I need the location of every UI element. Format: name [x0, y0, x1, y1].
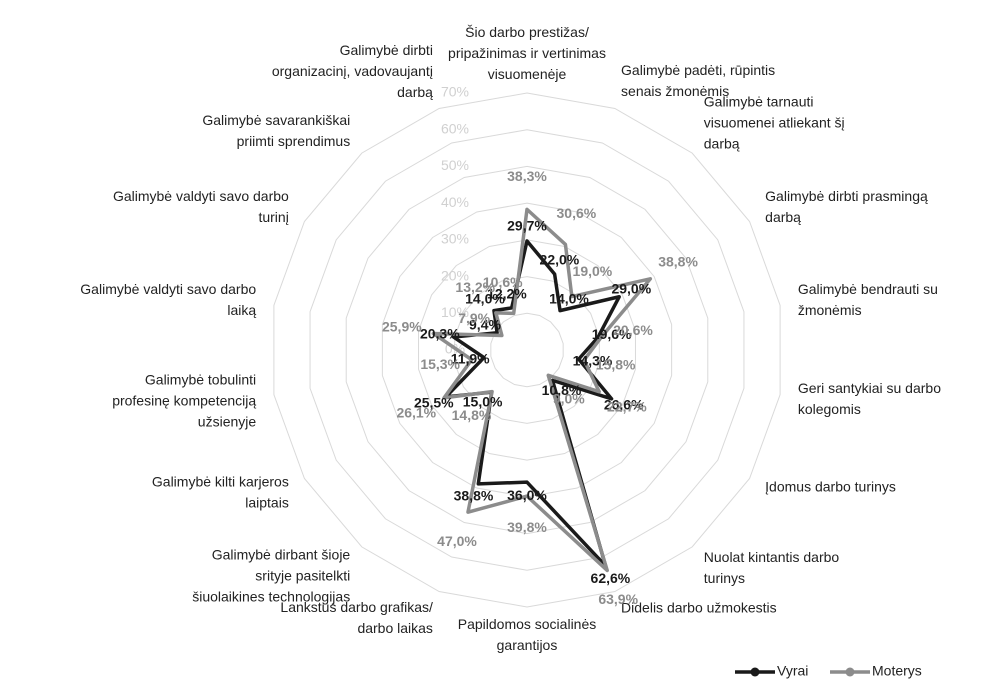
tick-label: 20% — [441, 267, 469, 283]
category-label: Geri santykiai su darbo kolegomis — [798, 380, 941, 417]
data-label: 62,6% — [591, 570, 631, 586]
tick-label: 50% — [441, 157, 469, 173]
grid-ring — [418, 239, 636, 461]
data-label: 15,3% — [420, 356, 460, 372]
data-label: 20,6% — [613, 322, 653, 338]
tick-label: 70% — [441, 84, 469, 100]
category-label: Galimybė tarnauti visuomenei atliekant šį… — [704, 93, 845, 151]
data-label: 14,0% — [465, 291, 505, 307]
category-label: Šio darbo prestižas/pripažinimas ir vert… — [448, 24, 606, 82]
data-label: 13,2% — [455, 279, 495, 295]
data-label: 22,0% — [540, 252, 580, 268]
data-label: 14,0% — [549, 291, 589, 307]
series-line — [431, 207, 653, 573]
data-label: 38,8% — [658, 253, 698, 269]
legend-label: Moterys — [872, 663, 922, 679]
data-label: 15,8% — [596, 356, 636, 372]
data-label: 10,6% — [483, 274, 523, 290]
tick-label: 60% — [441, 120, 469, 136]
legend-label: Vyrai — [777, 663, 808, 679]
category-label: Galimybė padėti, rūpintis senais žmonėmis — [621, 62, 775, 99]
category-label: Galimybė bendrauti su žmonėmis — [798, 281, 938, 318]
category-label: Nuolat kintantis darbo turinys — [704, 549, 840, 586]
data-label: 19,6% — [592, 326, 632, 342]
grid-ring — [273, 92, 781, 608]
data-label: 10,8% — [542, 382, 582, 398]
category-label: Galimybė valdyti savo darbo laiką — [80, 281, 256, 318]
data-label: 63,9% — [598, 591, 638, 607]
grid-ring — [454, 276, 600, 424]
data-label: 26,1% — [396, 405, 436, 421]
data-label: 26,6% — [604, 397, 644, 413]
category-label: Galimybė dirbti organizacinį, vadovaujant… — [272, 42, 433, 100]
data-label: 22,7% — [607, 398, 647, 414]
category-label: Galimybė kilti karjeros laiptais — [152, 473, 289, 510]
data-label: 12,2% — [487, 285, 527, 301]
series-line — [444, 239, 621, 568]
data-label: 14,8% — [452, 407, 492, 423]
data-label: 29,0% — [611, 280, 651, 296]
legend-marker — [845, 667, 855, 677]
data-label: 39,8% — [507, 519, 547, 535]
data-label: 9,4% — [469, 316, 501, 332]
grid-ring — [345, 165, 709, 535]
category-label: Įdomus darbo turinys — [765, 478, 896, 494]
data-label: 30,6% — [557, 205, 597, 221]
data-label: 25,9% — [382, 319, 422, 335]
legend-marker — [750, 667, 760, 677]
category-label: Galimybė savarankiškai priimti sprendimus — [202, 111, 350, 148]
category-label: Galimybė dirbti prasmingą darbą — [765, 187, 928, 224]
tick-label: 10% — [441, 304, 469, 320]
category-label: Papildomos socialinės garantijos — [458, 616, 597, 653]
data-label: 19,0% — [573, 263, 613, 279]
data-label: 15,0% — [463, 394, 503, 410]
data-label: 7,9% — [458, 310, 490, 326]
tick-label: 30% — [441, 231, 469, 247]
data-label: 36,0% — [507, 487, 547, 503]
data-label: 38,3% — [507, 168, 547, 184]
data-label: 25,5% — [414, 395, 454, 411]
data-label: 47,0% — [437, 533, 477, 549]
data-label: 9,0% — [553, 391, 585, 407]
data-label: 29,7% — [507, 218, 547, 234]
category-label: Galimybė valdyti savo darbo turinį — [113, 187, 289, 224]
data-label: 11,9% — [451, 351, 490, 367]
grid-ring — [309, 129, 745, 571]
category-label: Didelis darbo užmokestis — [621, 599, 777, 615]
category-label: Lankstus darbo grafikas/darbo laikas — [280, 598, 433, 635]
category-label: Galimybė tobulinti profesinę kompetenciją… — [112, 371, 256, 429]
category-label: Galimybė dirbant šioje srityje pasitelkti… — [192, 546, 350, 604]
data-label: 20,3% — [420, 325, 460, 341]
tick-label: 40% — [441, 194, 469, 210]
data-label: 38,8% — [454, 488, 494, 504]
data-label: 14,3% — [573, 352, 613, 368]
